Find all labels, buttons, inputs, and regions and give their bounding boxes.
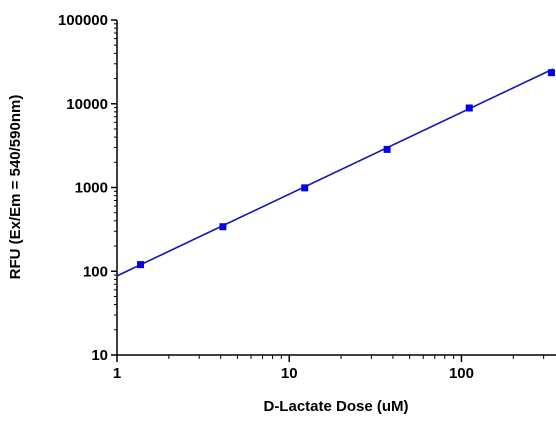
y-tick-label: 100 [83, 263, 108, 280]
x-tick-label: 100 [449, 365, 474, 382]
y-tick-label: 1000 [75, 180, 108, 197]
y-axis-title: RFU (Ex/Em = 540/590nm) [7, 95, 24, 280]
y-tick-label: 100000 [58, 12, 108, 29]
data-point [301, 184, 309, 192]
axes [116, 20, 556, 356]
data-point [219, 223, 227, 231]
x-tick-label: 1 [113, 365, 121, 382]
fit-line-group [116, 68, 554, 277]
data-point [137, 261, 145, 269]
x-axis-title: D-Lactate Dose (uM) [263, 398, 408, 415]
tick-labels: 10 100 1000 10000 100000 1 10 100 [58, 12, 474, 382]
x-tick-label: 10 [281, 365, 298, 382]
data-point [547, 69, 555, 77]
tick-marks [111, 19, 545, 362]
fit-line [116, 68, 554, 277]
y-tick-label: 10000 [66, 96, 108, 113]
data-point [465, 104, 473, 112]
y-tick-label: 10 [91, 347, 108, 364]
data-point [383, 145, 391, 153]
data-points [137, 69, 555, 269]
